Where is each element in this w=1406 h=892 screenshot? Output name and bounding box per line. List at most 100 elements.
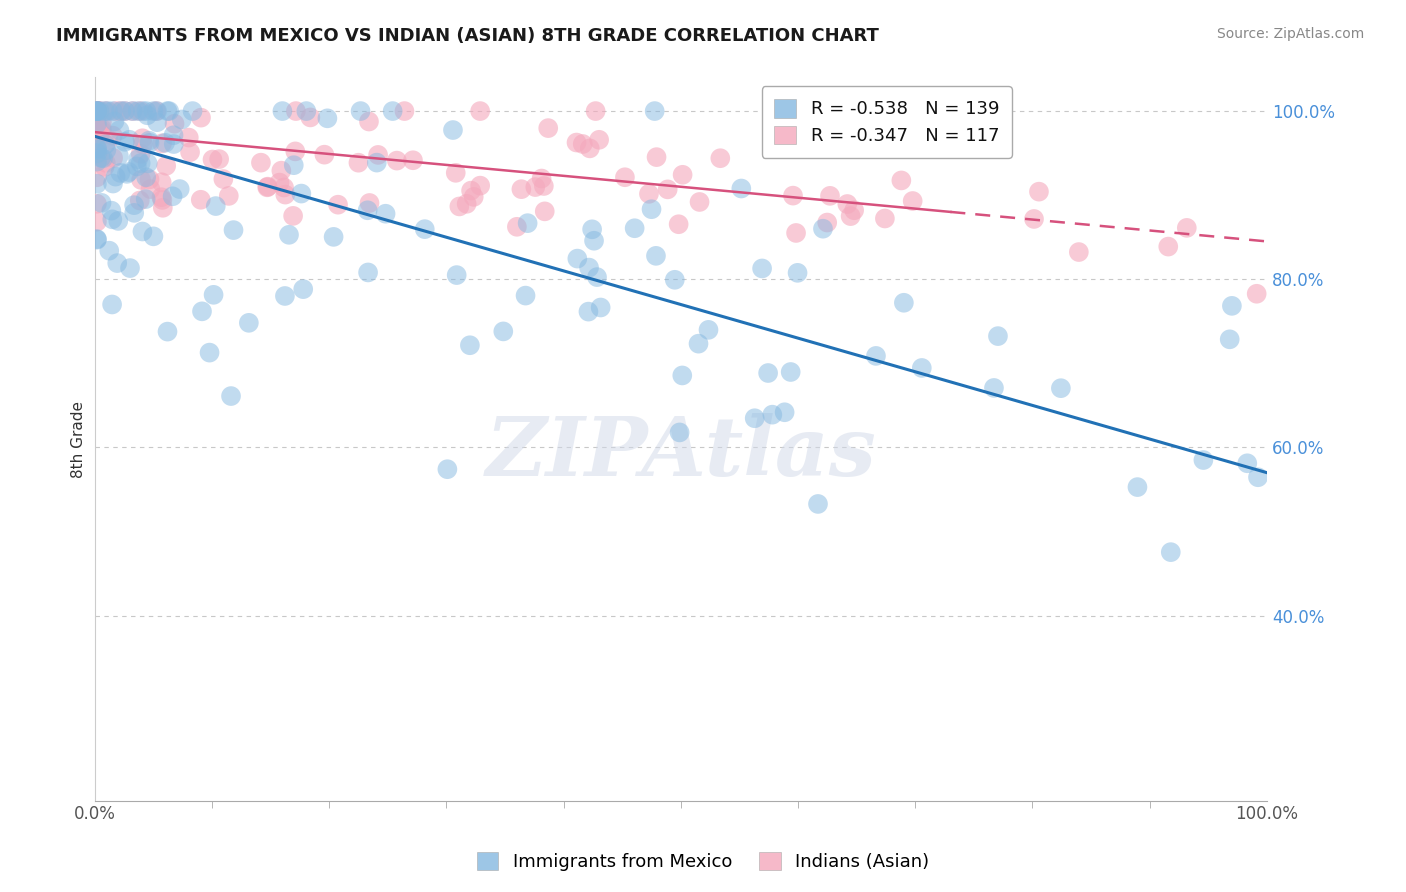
Point xyxy=(271,104,294,119)
Point xyxy=(105,256,128,270)
Point xyxy=(86,147,108,161)
Point xyxy=(744,411,766,425)
Point xyxy=(668,425,690,440)
Point xyxy=(460,184,482,198)
Point xyxy=(697,323,720,337)
Point xyxy=(169,182,191,196)
Point xyxy=(613,170,636,185)
Point xyxy=(86,104,108,119)
Point xyxy=(110,104,132,119)
Point xyxy=(664,273,686,287)
Point xyxy=(128,194,150,208)
Point xyxy=(269,176,291,190)
Point xyxy=(96,143,118,157)
Point xyxy=(645,150,668,164)
Point xyxy=(586,270,609,285)
Point xyxy=(138,136,160,150)
Point xyxy=(104,169,127,184)
Point xyxy=(129,173,152,187)
Point xyxy=(138,134,160,148)
Point xyxy=(689,194,711,209)
Point xyxy=(1247,470,1270,484)
Point xyxy=(839,209,862,223)
Point xyxy=(146,115,169,129)
Point xyxy=(101,151,124,165)
Point xyxy=(671,368,693,383)
Point xyxy=(374,207,396,221)
Point xyxy=(446,268,468,282)
Point xyxy=(510,182,533,196)
Point xyxy=(818,189,841,203)
Point xyxy=(198,345,221,359)
Point xyxy=(1192,453,1215,467)
Point xyxy=(470,104,492,119)
Point xyxy=(688,336,710,351)
Point xyxy=(110,104,132,119)
Text: ZIPAtlas: ZIPAtlas xyxy=(485,414,876,493)
Point xyxy=(588,133,610,147)
Point xyxy=(761,408,783,422)
Point xyxy=(565,136,588,150)
Point xyxy=(444,166,467,180)
Point xyxy=(101,297,124,311)
Point xyxy=(101,177,124,191)
Point xyxy=(107,214,129,228)
Point xyxy=(357,114,380,128)
Point xyxy=(589,301,612,315)
Point xyxy=(136,156,159,170)
Point xyxy=(273,180,295,194)
Point xyxy=(152,201,174,215)
Point xyxy=(86,104,108,119)
Text: IMMIGRANTS FROM MEXICO VS INDIAN (ASIAN) 8TH GRADE CORRELATION CHART: IMMIGRANTS FROM MEXICO VS INDIAN (ASIAN)… xyxy=(56,27,879,45)
Point xyxy=(537,121,560,136)
Point xyxy=(86,196,108,211)
Legend: R = -0.538   N = 139, R = -0.347   N = 117: R = -0.538 N = 139, R = -0.347 N = 117 xyxy=(762,87,1012,158)
Point xyxy=(314,147,336,161)
Point xyxy=(865,349,887,363)
Point xyxy=(93,104,115,119)
Point xyxy=(153,136,176,150)
Point xyxy=(1050,381,1073,395)
Point xyxy=(890,173,912,187)
Point xyxy=(356,203,378,218)
Point xyxy=(274,289,297,303)
Point xyxy=(114,104,136,119)
Point xyxy=(773,405,796,419)
Point xyxy=(578,304,600,318)
Point xyxy=(807,497,830,511)
Point xyxy=(150,136,173,151)
Point xyxy=(177,130,200,145)
Point xyxy=(157,104,180,119)
Point xyxy=(90,114,112,128)
Point xyxy=(132,104,155,119)
Point xyxy=(89,104,111,119)
Point xyxy=(385,153,408,168)
Point xyxy=(86,117,108,131)
Point xyxy=(108,123,131,137)
Point xyxy=(181,104,204,119)
Point xyxy=(911,361,934,376)
Point xyxy=(103,114,125,128)
Point xyxy=(118,165,141,179)
Point xyxy=(135,104,157,119)
Point xyxy=(987,329,1010,343)
Point xyxy=(86,104,108,119)
Point xyxy=(657,182,679,196)
Point xyxy=(463,190,485,204)
Point xyxy=(191,304,214,318)
Point xyxy=(281,209,304,223)
Point xyxy=(97,133,120,147)
Point xyxy=(284,104,307,119)
Point xyxy=(278,227,301,242)
Point xyxy=(585,104,607,119)
Point xyxy=(118,133,141,147)
Point xyxy=(86,141,108,155)
Point xyxy=(893,295,915,310)
Point xyxy=(901,194,924,208)
Point xyxy=(530,171,553,186)
Point xyxy=(110,166,132,180)
Point xyxy=(250,155,273,169)
Point xyxy=(581,222,603,236)
Point xyxy=(785,226,807,240)
Point xyxy=(142,229,165,244)
